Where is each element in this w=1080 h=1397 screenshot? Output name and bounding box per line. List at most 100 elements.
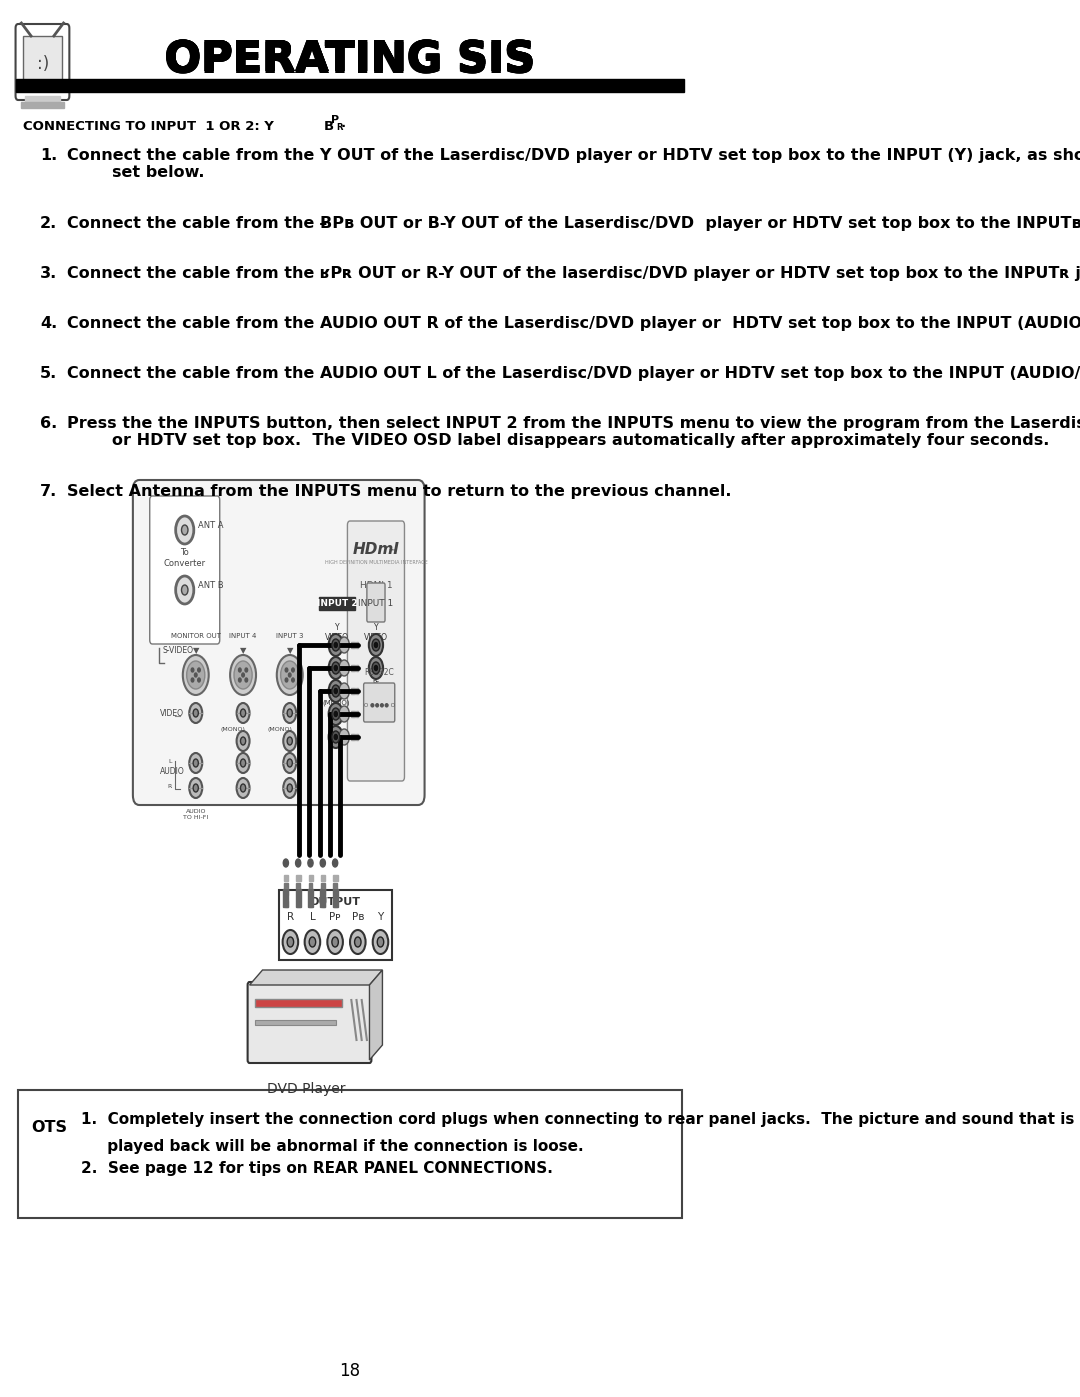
Circle shape bbox=[292, 668, 294, 672]
Circle shape bbox=[176, 515, 193, 543]
Text: S-VIDEO: S-VIDEO bbox=[162, 645, 193, 655]
Text: OPERATING SIS: OPERATING SIS bbox=[164, 41, 535, 82]
Circle shape bbox=[183, 655, 208, 694]
Text: VIDEO: VIDEO bbox=[160, 710, 184, 718]
Text: :): :) bbox=[37, 54, 49, 73]
Text: 6.: 6. bbox=[40, 416, 57, 432]
Text: DVD Player: DVD Player bbox=[267, 1083, 346, 1097]
Bar bbox=[321, 883, 325, 888]
Circle shape bbox=[287, 937, 294, 947]
FancyBboxPatch shape bbox=[133, 481, 424, 805]
Bar bbox=[319, 597, 354, 610]
Circle shape bbox=[328, 657, 342, 679]
Bar bbox=[296, 888, 300, 907]
Text: OPERATING SIS: OPERATING SIS bbox=[164, 39, 535, 81]
Bar bbox=[320, 888, 325, 907]
Circle shape bbox=[339, 683, 349, 698]
Bar bbox=[255, 1020, 336, 1025]
Circle shape bbox=[373, 930, 389, 954]
Text: Pb: Pb bbox=[332, 657, 340, 664]
Text: 2.  See page 12 for tips on REAR PANEL CONNECTIONS.: 2. See page 12 for tips on REAR PANEL CO… bbox=[81, 1161, 553, 1176]
FancyBboxPatch shape bbox=[150, 496, 219, 644]
Circle shape bbox=[193, 759, 199, 767]
Circle shape bbox=[193, 710, 199, 717]
Text: 5.: 5. bbox=[40, 366, 57, 381]
Text: OPERATING SIS: OPERATING SIS bbox=[165, 39, 536, 81]
Circle shape bbox=[285, 678, 287, 682]
Circle shape bbox=[198, 678, 200, 682]
FancyBboxPatch shape bbox=[247, 982, 372, 1063]
Text: Pᴘ: Pᴘ bbox=[329, 912, 341, 922]
Circle shape bbox=[283, 731, 296, 752]
Circle shape bbox=[181, 525, 188, 535]
Bar bbox=[353, 687, 355, 694]
Circle shape bbox=[332, 708, 339, 719]
Text: OTS: OTS bbox=[31, 1120, 67, 1134]
Text: Y: Y bbox=[377, 912, 383, 922]
Bar bbox=[309, 875, 313, 882]
Text: Press the the INPUTS button, then select INPUT 2 from the INPUTS menu to view th: Press the the INPUTS button, then select… bbox=[67, 416, 1080, 448]
Circle shape bbox=[328, 680, 342, 703]
Circle shape bbox=[239, 668, 241, 672]
Circle shape bbox=[241, 738, 245, 745]
Text: OPERATING SIS: OPERATING SIS bbox=[165, 38, 536, 80]
Bar bbox=[351, 687, 352, 694]
Circle shape bbox=[339, 729, 349, 745]
Text: Pb: Pb bbox=[372, 657, 380, 664]
Circle shape bbox=[187, 661, 205, 689]
Text: Connect the cable from the AUDIO OUT R of the Laserdisc/DVD player or  HDTV set : Connect the cable from the AUDIO OUT R o… bbox=[67, 316, 1080, 331]
Circle shape bbox=[332, 638, 339, 651]
Bar bbox=[284, 901, 287, 907]
Circle shape bbox=[296, 859, 300, 868]
Bar bbox=[309, 883, 312, 888]
Circle shape bbox=[292, 678, 294, 682]
Bar bbox=[322, 888, 325, 895]
Text: (MONO): (MONO) bbox=[221, 726, 246, 732]
Circle shape bbox=[309, 937, 315, 947]
Text: INPUT 1: INPUT 1 bbox=[359, 598, 393, 608]
Circle shape bbox=[308, 859, 313, 868]
Text: CONNECTING TO INPUT  1 OR 2: Y: CONNECTING TO INPUT 1 OR 2: Y bbox=[23, 120, 273, 133]
Bar bbox=[322, 895, 324, 901]
Circle shape bbox=[369, 657, 383, 679]
Bar bbox=[353, 643, 355, 648]
Circle shape bbox=[189, 778, 202, 798]
Polygon shape bbox=[22, 102, 64, 108]
Circle shape bbox=[339, 637, 349, 652]
Bar bbox=[351, 665, 352, 671]
Circle shape bbox=[375, 665, 378, 671]
Bar bbox=[353, 665, 355, 671]
Text: ANT B: ANT B bbox=[198, 581, 224, 591]
Text: AUDIO: AUDIO bbox=[160, 767, 185, 775]
Circle shape bbox=[193, 784, 199, 792]
Text: INPUT 2: INPUT 2 bbox=[316, 598, 357, 608]
Circle shape bbox=[328, 726, 342, 747]
Text: ·: · bbox=[341, 120, 346, 133]
Text: RS232C: RS232C bbox=[364, 668, 394, 678]
Text: Connect the cable from the AUDIO OUT L of the Laserdisc/DVD player or HDTV set t: Connect the cable from the AUDIO OUT L o… bbox=[67, 366, 1080, 381]
Bar bbox=[308, 888, 313, 907]
Bar bbox=[16, 80, 684, 92]
Circle shape bbox=[239, 678, 241, 682]
Circle shape bbox=[305, 930, 320, 954]
Circle shape bbox=[237, 703, 249, 724]
Text: OUTPUT: OUTPUT bbox=[310, 897, 361, 907]
Bar bbox=[297, 895, 299, 901]
Text: (MONO): (MONO) bbox=[362, 700, 390, 705]
Circle shape bbox=[283, 703, 296, 724]
Circle shape bbox=[333, 859, 338, 868]
Text: OPERATING SIS: OPERATING SIS bbox=[165, 38, 536, 80]
Text: ▼: ▼ bbox=[286, 645, 293, 655]
Bar bbox=[333, 888, 338, 907]
Circle shape bbox=[350, 930, 366, 954]
Polygon shape bbox=[249, 970, 382, 985]
Text: INPUT 3: INPUT 3 bbox=[276, 633, 303, 638]
Circle shape bbox=[241, 784, 245, 792]
Circle shape bbox=[191, 668, 193, 672]
Circle shape bbox=[287, 738, 293, 745]
FancyBboxPatch shape bbox=[367, 583, 386, 622]
Text: Connect the cable from the ʁPʀ OUT or R-Y OUT of the laserdisc/DVD player or HDT: Connect the cable from the ʁPʀ OUT or R-… bbox=[67, 265, 1080, 281]
Bar bbox=[353, 733, 355, 740]
Circle shape bbox=[287, 784, 293, 792]
Circle shape bbox=[334, 665, 337, 671]
